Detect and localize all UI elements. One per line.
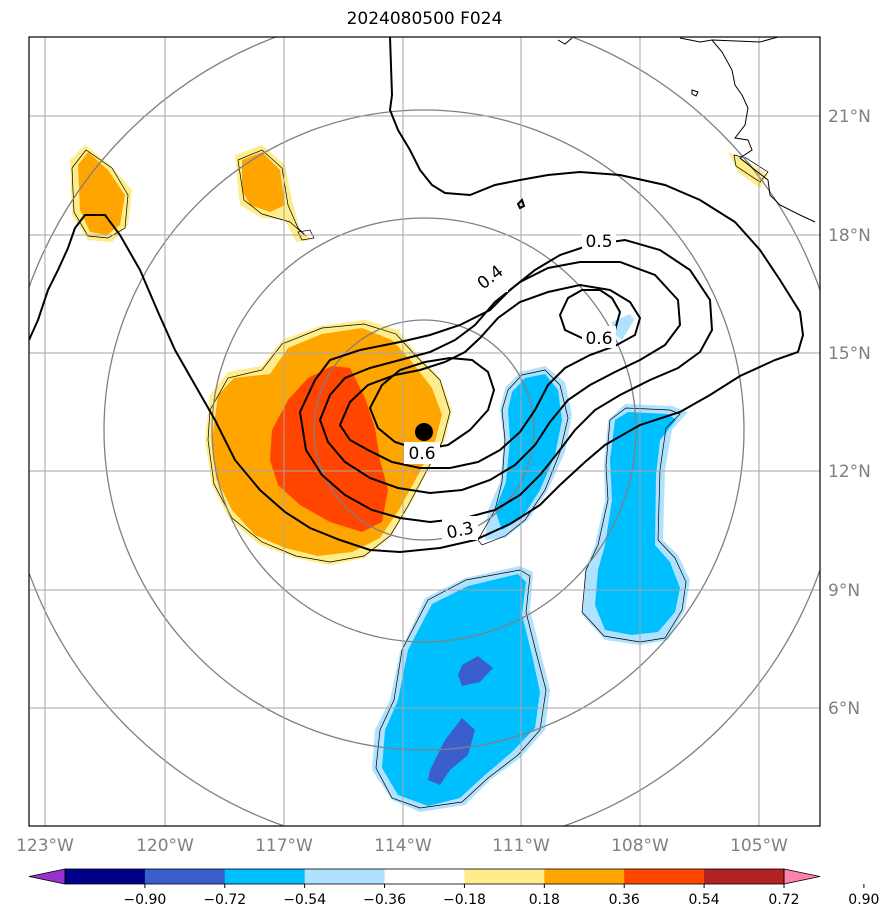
- colorbar-segment: [464, 869, 545, 884]
- colorbar-tick-label: −0.54: [283, 892, 326, 908]
- colorbar-segment: [144, 869, 226, 884]
- colorbar-tick-label: 0.54: [689, 892, 720, 908]
- colorbar-tick-label: 0.36: [609, 892, 640, 908]
- colorbar-tick-label: −0.36: [363, 892, 406, 908]
- lon-tick-label: 120°W: [136, 836, 194, 856]
- colorbar-outline: [64, 868, 785, 885]
- cold-anomaly-south: [372, 566, 550, 812]
- range-rings: [29, 37, 820, 826]
- lon-tick-label: 108°W: [611, 836, 669, 856]
- lat-tick-labels: 21°N 18°N 15°N 12°N 9°N 6°N: [828, 107, 871, 719]
- colorbar-tick-label: 0.18: [529, 892, 560, 908]
- colorbar-segment: [704, 869, 785, 884]
- storm-center-marker: [415, 423, 433, 441]
- cold-anomaly-central: [485, 366, 572, 540]
- colorbar-segment: [624, 869, 705, 884]
- map-title: 2024080500 F024: [346, 9, 503, 29]
- contour-label: 0.5: [585, 232, 612, 252]
- lat-tick-label: 18°N: [828, 226, 871, 246]
- colorbar-tick-label: 0.72: [768, 892, 799, 908]
- lon-tick-label: 111°W: [492, 836, 550, 856]
- lon-tick-label: 123°W: [16, 836, 74, 856]
- contours: [29, 37, 805, 554]
- coastline: [557, 37, 816, 223]
- colorbar-segment: [224, 869, 306, 884]
- contour-label-masks: [404, 230, 616, 540]
- cold-anomaly-east: [582, 314, 690, 645]
- lat-tick-label: 15°N: [828, 344, 871, 364]
- map-frame: [28, 36, 821, 827]
- contour-label: 0.6: [408, 444, 435, 464]
- colorbar-tick-label: −0.18: [443, 892, 486, 908]
- lat-tick-label: 9°N: [828, 581, 860, 601]
- lon-tick-label: 117°W: [255, 836, 313, 856]
- lon-tick-label: 105°W: [730, 836, 788, 856]
- colorbar-extend-min: [28, 868, 66, 885]
- colorbar-tick-label: 0.90: [848, 892, 879, 908]
- colorbar: −0.90 −0.72 −0.54 −0.36 −0.18 0.18 0.36 0.54 0.7…: [28, 868, 879, 908]
- warm-anomaly-small-ne: [728, 152, 768, 188]
- lat-tick-label: 12°N: [828, 462, 871, 482]
- lon-tick-labels: 123°W 120°W 117°W 114°W 111°W 108°W 105°…: [16, 836, 788, 856]
- warm-anomaly-west-blob: [70, 145, 132, 242]
- lat-tick-label: 21°N: [828, 107, 871, 127]
- colorbar-segment: [544, 869, 625, 884]
- warm-anomaly-north-blob: [235, 145, 312, 242]
- colorbar-segment: [65, 869, 146, 884]
- colorbar-segment: [384, 869, 465, 884]
- colorbar-tick-label: −0.90: [123, 892, 166, 908]
- contour-label: 0.6: [585, 329, 612, 349]
- colorbar-tick-label: −0.72: [203, 892, 246, 908]
- lat-tick-label: 6°N: [828, 699, 860, 719]
- lon-tick-label: 114°W: [374, 836, 432, 856]
- colorbar-extend-max: [783, 868, 821, 885]
- colorbar-segment: [304, 869, 386, 884]
